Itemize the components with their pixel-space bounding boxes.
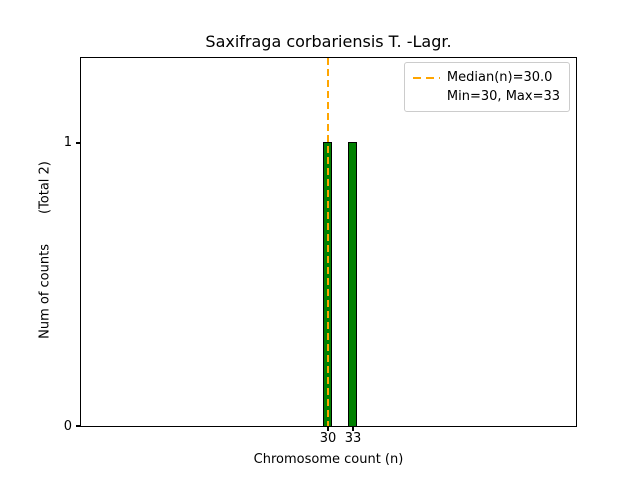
x-tick-mark-30 bbox=[327, 427, 329, 431]
y-axis-label: Num of counts (Total 2) bbox=[38, 161, 53, 339]
y-axis-label-total: (Total 2) bbox=[37, 161, 53, 215]
legend-minmax-label: Min=30, Max=33 bbox=[446, 89, 560, 104]
x-axis-label: Chromosome count (n) bbox=[253, 452, 404, 467]
plot-area: Median(n)=30.0 Min=30, Max=33 bbox=[80, 57, 577, 427]
histogram-bar-33 bbox=[348, 142, 357, 426]
legend: Median(n)=30.0 Min=30, Max=33 bbox=[403, 62, 570, 112]
y-tick-label-1: 1 bbox=[63, 135, 72, 150]
median-dashed-line bbox=[327, 58, 329, 426]
y-tick-mark-0 bbox=[76, 425, 80, 427]
y-axis-label-main: Num of counts bbox=[37, 244, 53, 339]
y-tick-mark-1 bbox=[76, 142, 80, 144]
legend-dashed-line-icon bbox=[412, 76, 440, 79]
x-tick-label-33: 33 bbox=[344, 431, 362, 446]
x-tick-mark-33 bbox=[352, 427, 354, 431]
y-tick-label-0: 0 bbox=[63, 419, 72, 434]
legend-median-label: Median(n)=30.0 bbox=[446, 70, 553, 85]
x-tick-label-30: 30 bbox=[319, 431, 337, 446]
chart-title: Saxifraga corbariensis T. -Lagr. bbox=[205, 32, 452, 51]
